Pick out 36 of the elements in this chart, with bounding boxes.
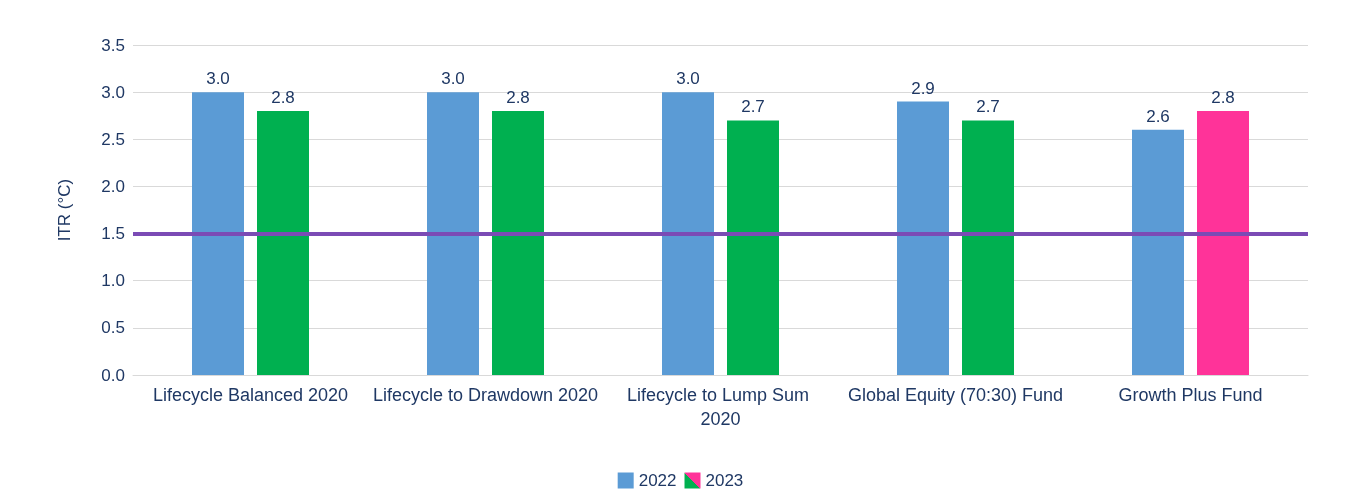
legend-label: 2023: [705, 471, 744, 490]
bar: [1197, 111, 1249, 375]
bar: [897, 101, 949, 375]
y-tick-label: 2.5: [101, 129, 125, 149]
bar: [962, 120, 1014, 375]
y-tick-label: 0.0: [101, 365, 125, 385]
y-tick-label: 2.0: [101, 176, 125, 196]
bar: [727, 120, 779, 375]
data-label: 3.0: [206, 69, 230, 89]
data-label: 2.6: [1146, 106, 1170, 126]
data-label: 2.9: [911, 78, 935, 98]
bar: [427, 92, 479, 375]
x-tick-label: Lifecycle Balanced 2020: [152, 385, 349, 405]
data-label: 2.7: [976, 97, 1000, 117]
data-label: 2.7: [741, 97, 765, 117]
data-label: 2.8: [1211, 88, 1235, 107]
bar: [1132, 129, 1184, 375]
x-tick-label: Lifecycle to Lump Sum 2020: [626, 385, 815, 429]
y-tick-label: 3.5: [101, 35, 125, 55]
data-label: 3.0: [441, 69, 465, 89]
y-tick-label: 1.5: [101, 224, 125, 244]
bar: [492, 111, 544, 375]
data-label: 3.0: [676, 69, 700, 89]
x-tick-label: Growth Plus Fund: [1118, 385, 1263, 405]
y-tick-label: 1.0: [101, 271, 125, 291]
y-axis-title: ITR (°C): [55, 178, 74, 242]
bar: [192, 92, 244, 375]
y-tick-label: 0.5: [101, 318, 125, 338]
bar: [257, 111, 309, 375]
data-label: 2.8: [506, 88, 530, 107]
y-tick-label: 3.0: [101, 82, 125, 102]
x-tick-label: Lifecycle to Drawdown 2020: [372, 385, 599, 405]
legend-label: 2022: [638, 471, 677, 490]
data-label: 2.8: [271, 88, 295, 107]
bar: [662, 92, 714, 375]
x-tick-label: Global Equity (70:30) Fund: [847, 385, 1064, 405]
